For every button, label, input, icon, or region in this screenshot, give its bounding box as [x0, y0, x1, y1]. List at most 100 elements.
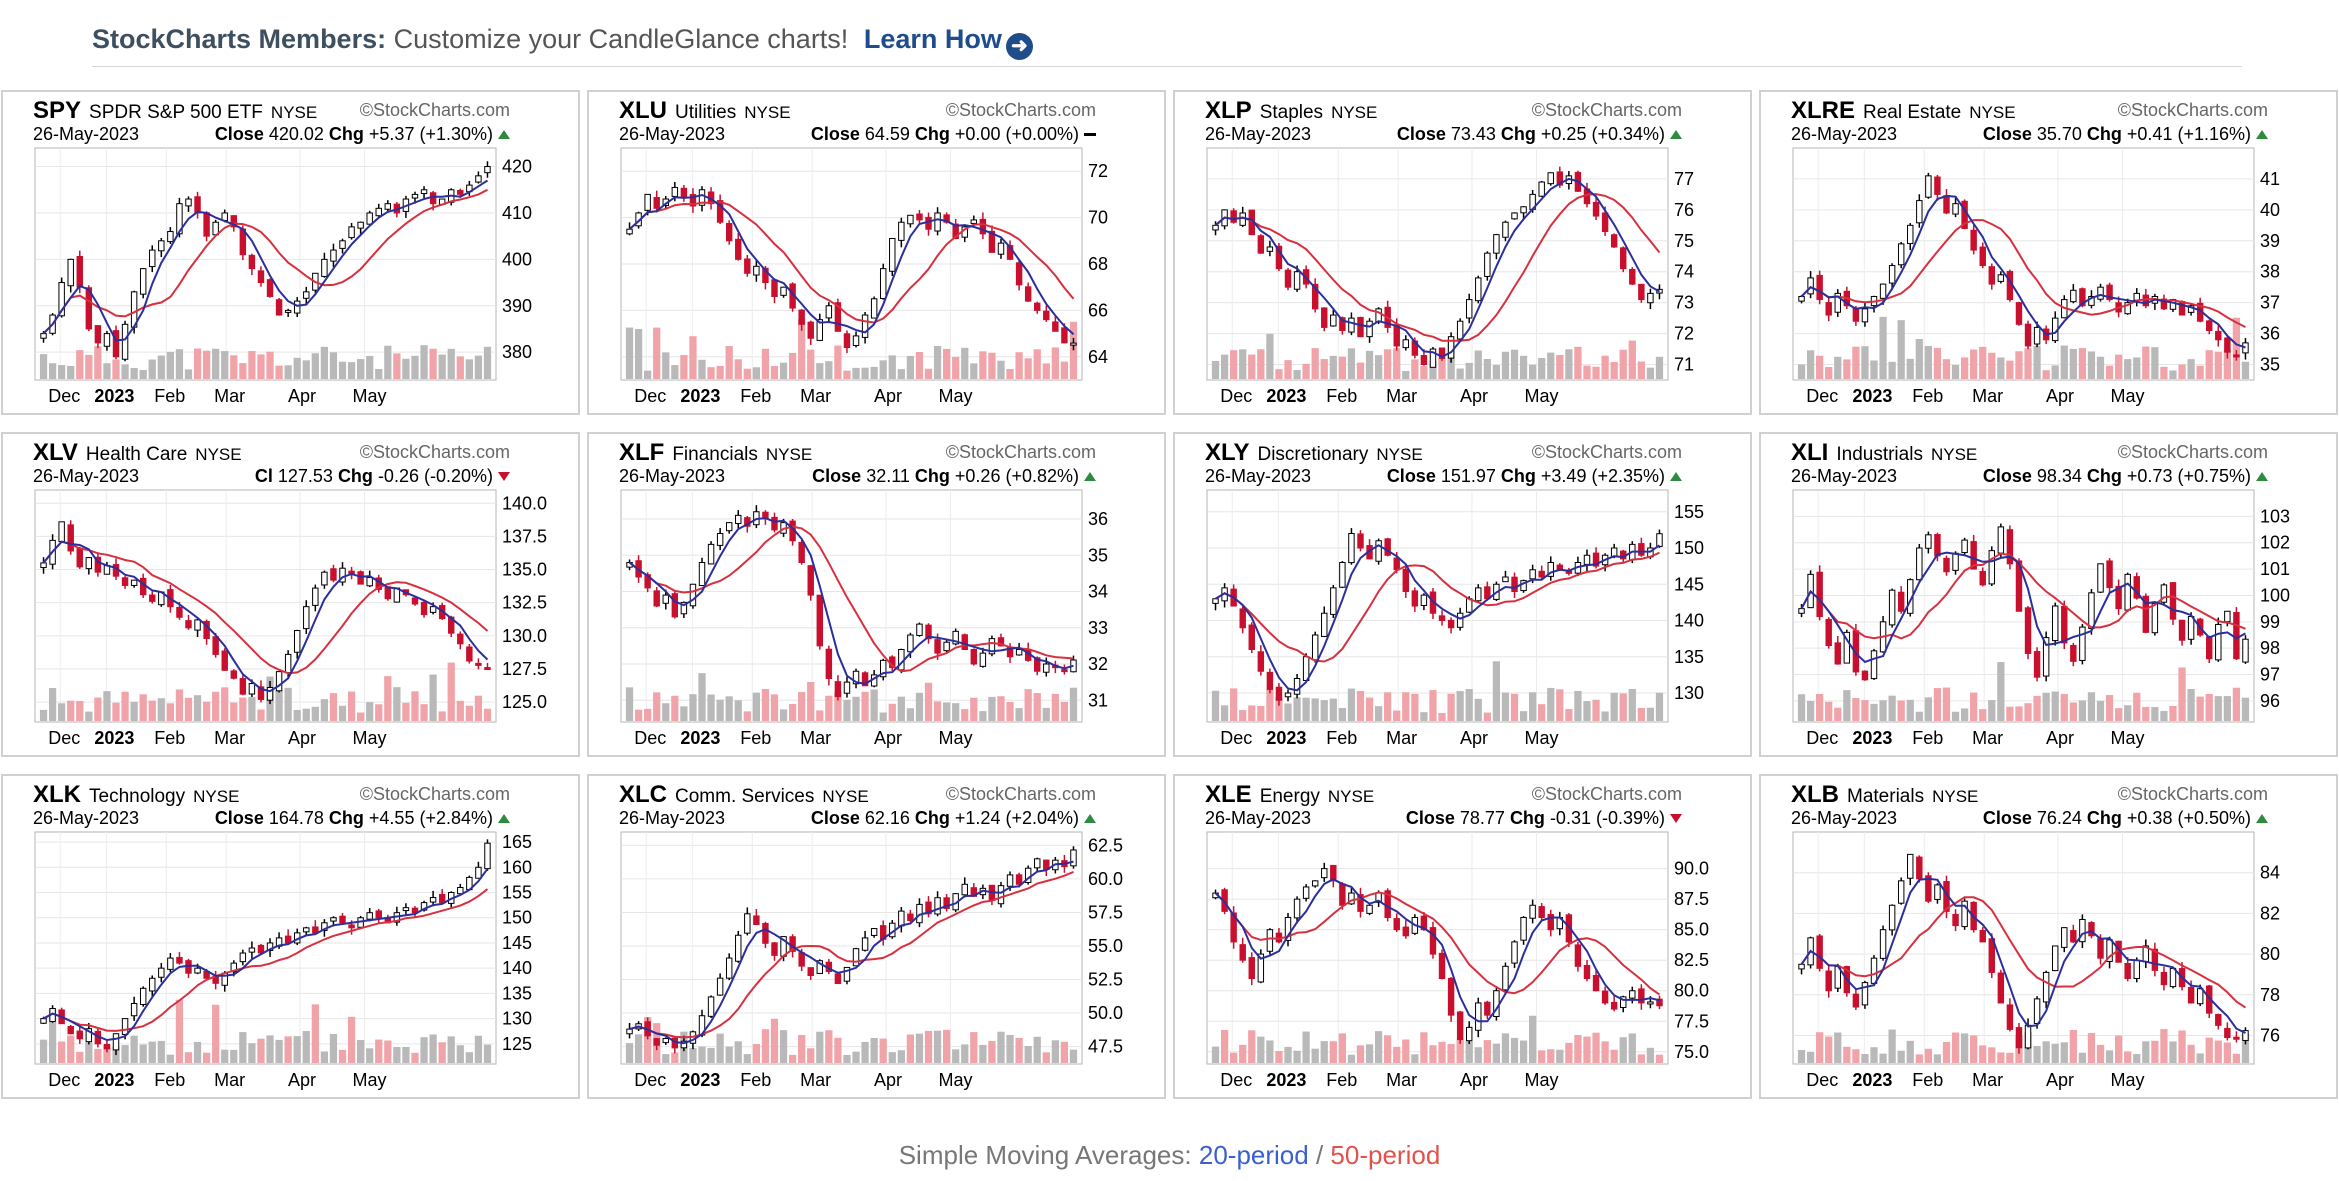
candle-body	[257, 944, 265, 954]
volume-bar	[1979, 346, 1987, 379]
volume-bar	[1311, 1048, 1319, 1063]
x-tick-label: Apr	[874, 728, 902, 748]
volume-bar	[1574, 1035, 1582, 1063]
candle-body	[2233, 1036, 2240, 1040]
candlestick-chart-xlk: XLK Technology NYSE ©StockCharts.com 26-May-…	[33, 781, 532, 1090]
candle-body	[1943, 195, 1950, 214]
chart-panel-xli[interactable]: XLI Industrials NYSE ©StockCharts.com 26-May…	[1759, 432, 2338, 757]
volume-bar	[1429, 690, 1437, 721]
security-name: Financials	[672, 444, 758, 465]
chart-panel-spy[interactable]: SPY SPDR S&P 500 ETF NYSE ©StockCharts.com 2…	[1, 90, 580, 415]
y-tick-label: 39	[2260, 231, 2280, 251]
close-label: Close	[1983, 808, 2037, 828]
chart-panel-xlk[interactable]: XLK Technology NYSE ©StockCharts.com 26-May-…	[1, 774, 580, 1099]
close-value: 62.16	[865, 808, 915, 828]
candle-body	[1879, 929, 1887, 959]
candle-body	[707, 996, 715, 1017]
volume-bar	[1843, 690, 1851, 721]
chart-panel-xlp[interactable]: XLP Staples NYSE ©StockCharts.com 26-May-202…	[1173, 90, 1752, 415]
volume-bar	[166, 703, 174, 721]
x-tick-label: Dec	[48, 386, 80, 406]
volume-bar	[2169, 1041, 2177, 1063]
volume-bar	[2115, 708, 2123, 721]
volume-bar	[1239, 1044, 1247, 1063]
volume-bar	[1015, 1037, 1023, 1063]
volume-bar	[1220, 1030, 1229, 1063]
volume-bar	[2178, 667, 2186, 721]
volume-bar	[1538, 1050, 1546, 1063]
exchange: NYSE	[822, 787, 868, 806]
volume-bar	[1492, 661, 1501, 721]
y-tick-label: 400	[502, 249, 532, 269]
volume-bar	[1806, 1051, 1815, 1063]
candle-body	[671, 186, 679, 197]
chart-panel-xlb[interactable]: XLB Materials NYSE ©StockCharts.com 26-May-2…	[1759, 774, 2338, 1099]
chg-label: Chg	[1501, 124, 1541, 144]
candle-body	[1330, 587, 1337, 615]
close-label: Close	[1387, 466, 1441, 486]
candle-body	[1547, 562, 1554, 577]
chart-panel-xlre[interactable]: XLRE Real Estate NYSE ©StockCharts.com 26-Ma…	[1759, 90, 2338, 415]
candle-body	[1006, 874, 1014, 887]
candle-body	[970, 219, 978, 224]
candle-body	[1015, 262, 1023, 286]
y-tick-label: 130	[1674, 683, 1704, 703]
candle-body	[176, 203, 183, 235]
volume-bar	[239, 697, 247, 721]
chart-panel-xle[interactable]: XLE Energy NYSE ©StockCharts.com 26-May-2023…	[1173, 774, 1752, 1099]
symbol: XLK	[33, 781, 82, 808]
volume-bar	[1365, 350, 1374, 379]
candle-body	[1961, 900, 1968, 928]
volume-bar	[393, 687, 401, 721]
chart-panel-xlf[interactable]: XLF Financials NYSE ©StockCharts.com 26-May-…	[587, 432, 1166, 757]
chart-panel-xlc[interactable]: XLC Comm. Services NYSE ©StockCharts.com 26-…	[587, 774, 1166, 1099]
candle-body	[1024, 286, 1032, 302]
candle-body	[185, 198, 192, 207]
x-tick-label: Dec	[1806, 386, 1838, 406]
candle-body	[366, 212, 373, 225]
y-tick-label: 132.5	[502, 593, 547, 613]
candle-body	[257, 270, 265, 284]
learn-how-link[interactable]: Learn How ➜	[864, 24, 1033, 60]
volume-bar	[716, 699, 724, 721]
chg-value: -0.31 (-0.39%)	[1550, 808, 1665, 828]
volume-bar	[2069, 1029, 2077, 1063]
symbol: XLY	[1205, 439, 1249, 466]
chart-panel-xlv[interactable]: XLV Health Care NYSE ©StockCharts.com 26-May…	[1, 432, 580, 757]
volume-bar	[1988, 700, 1996, 721]
volume-bar	[725, 1046, 733, 1063]
candle-body	[680, 187, 688, 198]
candle-body	[1402, 926, 1410, 937]
candle-body	[194, 967, 201, 974]
volume-bar	[1574, 690, 1582, 721]
volume-bar	[1510, 349, 1519, 379]
symbol: XLF	[619, 439, 664, 466]
volume-bar	[1592, 366, 1600, 379]
volume-bar	[2214, 1040, 2222, 1063]
chart-panel-xlu[interactable]: XLU Utilities NYSE ©StockCharts.com 26-May-2…	[587, 90, 1166, 415]
candle-body	[1070, 342, 1077, 346]
volume-bar	[807, 1048, 815, 1063]
volume-bar	[1060, 701, 1069, 721]
volume-bar	[212, 1004, 220, 1063]
candle-body	[1834, 642, 1841, 665]
quote-line: Close 64.59 Chg +0.00 (+0.00%)	[811, 124, 1079, 144]
watermark: ©StockCharts.com	[1532, 442, 1682, 462]
volume-bar	[1429, 360, 1437, 379]
volume-bar	[2078, 1052, 2087, 1063]
volume-bar	[402, 1046, 410, 1063]
volume-bar	[1970, 1035, 1978, 1063]
volume-bar	[1861, 1054, 1869, 1063]
volume-bar	[103, 1045, 111, 1063]
symbol: XLRE	[1791, 97, 1855, 124]
volume-bar	[1834, 1032, 1842, 1063]
chg-up-arrow-icon	[1670, 472, 1682, 481]
volume-bar	[2133, 1054, 2141, 1063]
chart-panel-xly[interactable]: XLY Discretionary NYSE ©StockCharts.com 26-M…	[1173, 432, 1752, 757]
volume-bar	[184, 369, 193, 379]
x-tick-label: 2023	[680, 728, 720, 748]
volume-bar	[752, 692, 760, 721]
y-tick-label: 87.5	[1674, 889, 1709, 909]
volume-bar	[384, 676, 392, 721]
volume-bar	[852, 696, 860, 721]
